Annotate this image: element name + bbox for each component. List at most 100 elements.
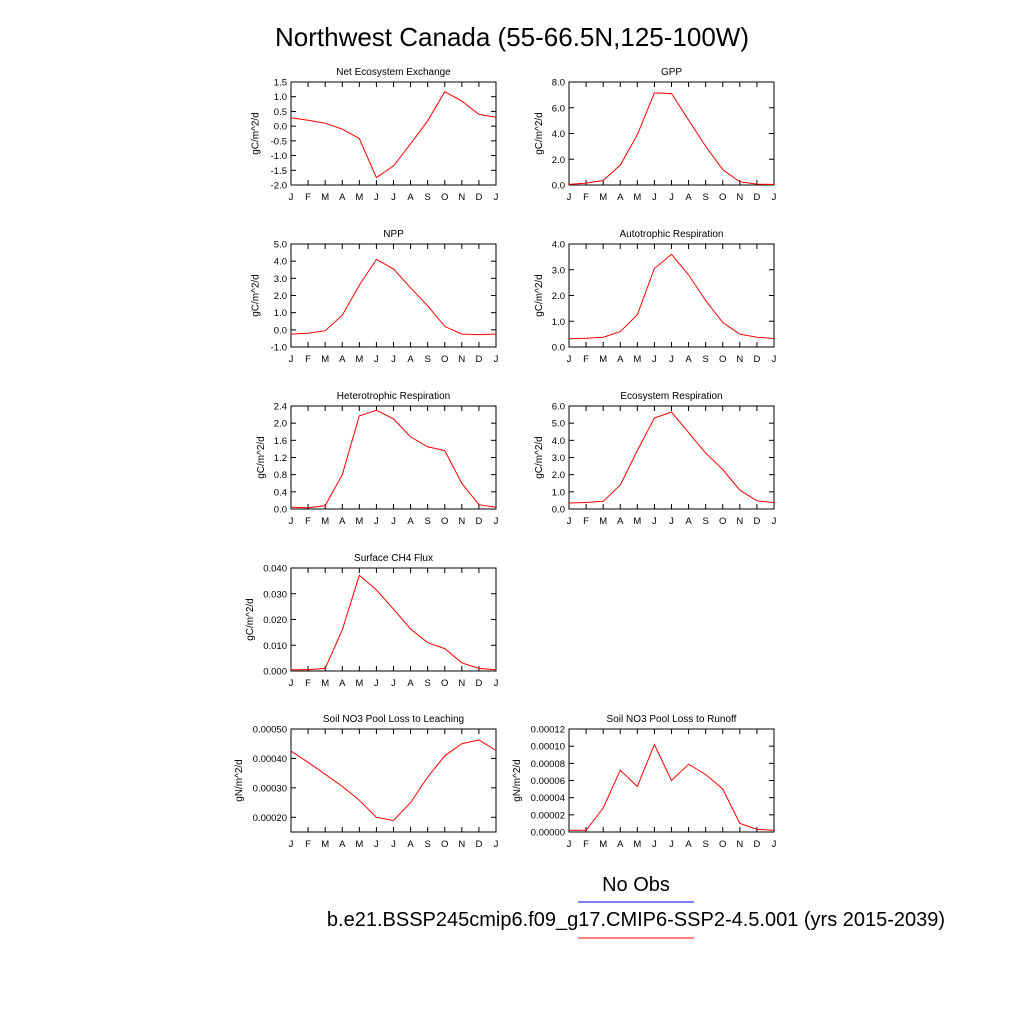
x-tick-label: J [289, 516, 294, 527]
x-tick-label: S [424, 516, 430, 527]
y-axis-label: gC/m^2/d [534, 274, 545, 317]
y-tick-label: -0.5 [271, 136, 287, 147]
y-tick-label: 0.5 [274, 107, 287, 118]
y-tick-label: 1.0 [552, 317, 565, 328]
figure-title: Northwest Canada (55-66.5N,125-100W) [275, 22, 749, 52]
x-tick-label: N [736, 516, 743, 527]
y-tick-label: 5.0 [274, 240, 287, 251]
x-tick-label: J [494, 839, 499, 850]
x-tick-label: J [669, 839, 674, 850]
y-tick-label: 8.0 [552, 78, 565, 89]
x-tick-label: J [289, 839, 294, 850]
y-tick-label: 2.4 [274, 402, 287, 413]
x-tick-label: S [702, 839, 708, 850]
x-tick-label: J [391, 839, 396, 850]
x-tick-label: N [458, 516, 465, 527]
panel-title: Soil NO3 Pool Loss to Runoff [607, 714, 737, 725]
x-tick-label: M [633, 839, 641, 850]
x-tick-label: S [702, 354, 708, 365]
x-tick-label: N [458, 678, 465, 689]
y-tick-label: -2.0 [271, 181, 287, 192]
panel-title: Autotrophic Respiration [620, 229, 724, 240]
x-tick-label: M [321, 839, 329, 850]
x-tick-label: J [374, 192, 379, 203]
x-tick-label: D [475, 839, 482, 850]
x-tick-label: D [475, 354, 482, 365]
y-tick-label: 0.00012 [531, 725, 565, 736]
x-tick-label: D [753, 354, 760, 365]
x-tick-label: A [617, 354, 624, 365]
plot-frame [568, 81, 775, 186]
x-tick-label: D [753, 192, 760, 203]
x-tick-label: A [339, 839, 346, 850]
x-tick-label: O [719, 839, 726, 850]
y-tick-label: 6.0 [552, 402, 565, 413]
series-line [291, 574, 497, 671]
x-tick-label: S [424, 678, 430, 689]
x-tick-label: M [633, 516, 641, 527]
x-tick-label: M [355, 192, 363, 203]
x-tick-label: J [567, 192, 572, 203]
y-tick-label: 0.00006 [531, 776, 565, 787]
y-tick-label: 2.0 [274, 291, 287, 302]
x-tick-label: A [685, 516, 692, 527]
x-tick-label: O [441, 354, 448, 365]
x-tick-label: J [652, 839, 657, 850]
x-tick-label: N [736, 192, 743, 203]
x-tick-label: A [685, 839, 692, 850]
x-tick-label: J [391, 354, 396, 365]
y-tick-label: 0.00000 [531, 828, 565, 839]
x-tick-label: F [583, 839, 589, 850]
x-tick-label: J [374, 678, 379, 689]
series-line [290, 409, 497, 509]
x-tick-label: M [321, 516, 329, 527]
x-tick-label: A [339, 516, 346, 527]
y-axis-label: gC/m^2/d [251, 112, 262, 155]
y-tick-label: 2.0 [274, 419, 287, 430]
x-tick-label: J [374, 354, 379, 365]
plot-frame [290, 567, 497, 672]
y-tick-label: 0.8 [274, 470, 287, 481]
x-tick-label: J [374, 516, 379, 527]
x-tick-label: J [772, 192, 777, 203]
y-tick-label: 0.0 [274, 325, 287, 336]
x-tick-label: J [494, 678, 499, 689]
x-tick-label: J [494, 354, 499, 365]
x-tick-label: A [685, 354, 692, 365]
x-tick-label: J [652, 192, 657, 203]
x-tick-label: D [475, 678, 482, 689]
series-line [290, 91, 497, 179]
x-tick-label: N [736, 354, 743, 365]
y-tick-label: 1.5 [274, 78, 287, 89]
x-tick-label: J [391, 678, 396, 689]
x-tick-label: J [669, 516, 674, 527]
y-tick-label: 0.00002 [531, 810, 565, 821]
y-tick-label: -1.0 [271, 151, 287, 162]
x-tick-label: O [719, 516, 726, 527]
x-tick-label: A [339, 192, 346, 203]
x-tick-label: J [494, 192, 499, 203]
x-tick-label: J [652, 354, 657, 365]
x-tick-label: J [494, 516, 499, 527]
x-tick-label: M [355, 839, 363, 850]
x-tick-label: S [424, 192, 430, 203]
y-tick-label: 0.00020 [253, 813, 287, 824]
x-tick-label: M [633, 354, 641, 365]
series-line [290, 739, 497, 822]
series-line [568, 253, 775, 340]
x-tick-label: A [685, 192, 692, 203]
x-tick-label: O [441, 516, 448, 527]
x-tick-label: S [424, 839, 430, 850]
plot-frame [290, 728, 497, 833]
y-axis-label: gN/m^2/d [234, 759, 245, 802]
x-tick-label: M [355, 354, 363, 365]
y-tick-label: 0.040 [263, 564, 287, 575]
x-tick-label: J [772, 516, 777, 527]
x-tick-label: M [599, 192, 607, 203]
y-tick-label: -1.5 [271, 166, 287, 177]
y-axis-label: gN/m^2/d [512, 759, 523, 802]
x-tick-label: F [305, 354, 311, 365]
